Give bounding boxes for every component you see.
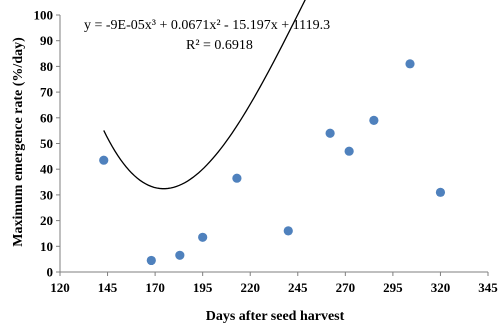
x-tick-label: 320	[431, 280, 451, 295]
y-tick-label: 70	[40, 85, 53, 100]
x-axis-ticks: 120 145 170 195 220 245 270 295 320 345	[50, 272, 498, 295]
y-tick-label: 90	[40, 33, 53, 48]
data-point	[435, 187, 446, 197]
data-point	[232, 173, 242, 183]
data-point	[405, 59, 415, 69]
y-tick-label: 20	[40, 213, 53, 228]
data-point	[198, 232, 208, 242]
trendline	[103, 0, 306, 190]
y-tick-label: 80	[40, 59, 53, 74]
axes	[59, 15, 488, 273]
x-tick-label: 270	[336, 280, 356, 295]
y-tick-label: 40	[40, 162, 53, 177]
y-axis-title: Maximum emergence rate (%/day)	[11, 37, 26, 247]
data-points	[99, 59, 446, 266]
r-squared-label: R² = 0.6918	[186, 38, 253, 53]
data-point	[99, 155, 109, 165]
y-tick-label: 30	[40, 187, 53, 202]
x-tick-label: 345	[478, 280, 498, 295]
x-axis-title: Days after seed harvest	[206, 309, 345, 324]
data-point	[344, 146, 354, 156]
data-point	[283, 226, 293, 236]
y-tick-label: 10	[40, 239, 53, 254]
x-tick-label: 195	[193, 280, 213, 295]
data-point	[369, 115, 379, 125]
data-point	[175, 250, 185, 260]
x-tick-label: 120	[50, 280, 70, 295]
y-tick-label: 50	[40, 136, 53, 151]
y-axis-ticks: 0 10 20 30 40 50 60 70 80 90 100	[34, 8, 60, 280]
data-point	[325, 128, 335, 138]
y-tick-label: 60	[40, 110, 53, 125]
data-point	[146, 255, 156, 266]
x-tick-label: 245	[288, 280, 308, 295]
x-tick-label: 295	[383, 280, 403, 295]
y-tick-label: 0	[47, 265, 54, 280]
x-tick-label: 220	[240, 280, 260, 295]
x-tick-label: 145	[98, 280, 118, 295]
y-tick-label: 100	[34, 8, 54, 23]
trendline-equation: y = -9E-05x³ + 0.0671x² - 15.197x + 1119…	[84, 18, 330, 33]
x-tick-label: 170	[145, 280, 165, 295]
